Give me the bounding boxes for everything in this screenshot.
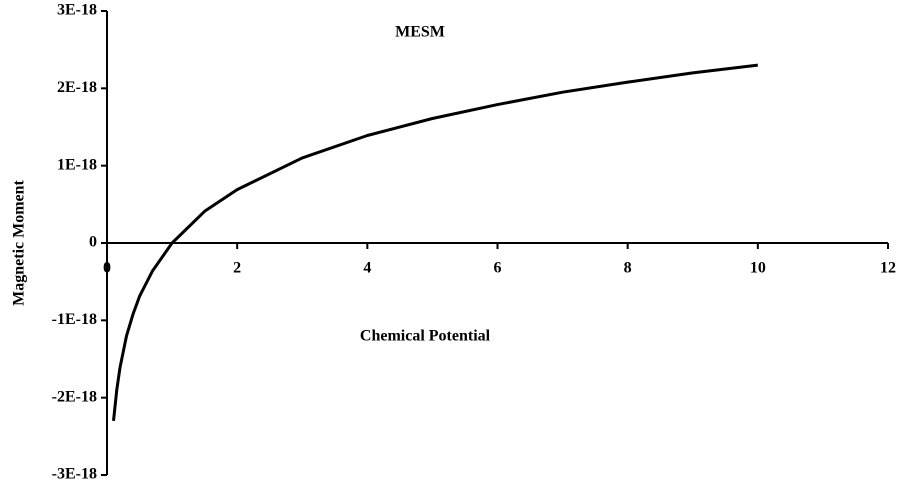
y-tick-label: -2E-18 xyxy=(52,388,97,405)
y-axis-label: Magnetic Moment xyxy=(11,179,28,305)
x-tick-label: 0 xyxy=(103,260,111,277)
x-axis-label: Chemical Potential xyxy=(360,328,491,345)
x-tick-label: 6 xyxy=(494,260,502,277)
chart-title: MESM xyxy=(395,24,445,41)
y-tick-label: 0 xyxy=(89,234,97,251)
line-series xyxy=(112,63,759,422)
x-tick-label: 4 xyxy=(363,260,371,277)
y-tick-label: -1E-18 xyxy=(52,311,97,328)
y-tick-label: 2E-18 xyxy=(57,79,97,96)
x-tick-label: 12 xyxy=(880,260,896,277)
y-tick-label: 1E-18 xyxy=(57,156,97,173)
y-tick-label: 3E-18 xyxy=(57,2,97,19)
x-tick-label: 10 xyxy=(750,260,766,277)
y-tick-label: -3E-18 xyxy=(52,466,97,483)
x-tick-label: 8 xyxy=(624,260,632,277)
x-tick-label: 2 xyxy=(233,260,241,277)
